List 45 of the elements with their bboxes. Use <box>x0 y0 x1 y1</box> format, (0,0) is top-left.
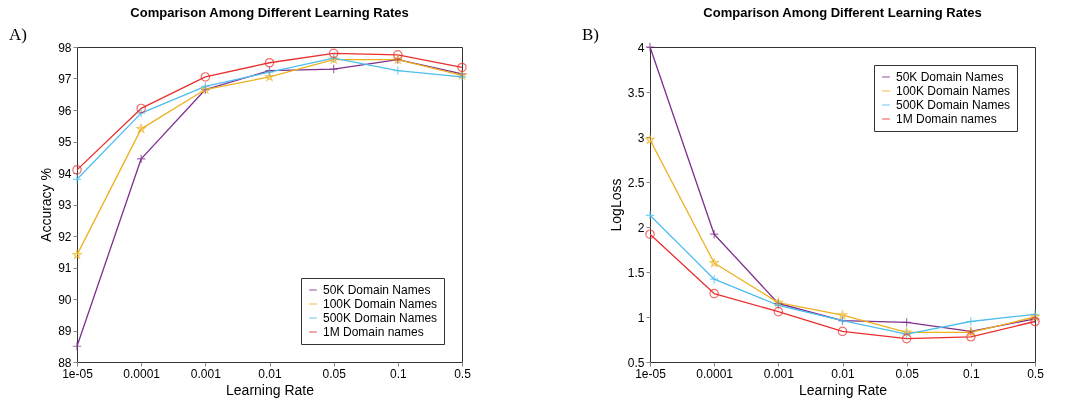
x-tick-label: 0.05 <box>895 366 920 381</box>
x-tick-label: 0.001 <box>190 366 222 381</box>
legend-label: 1M Domain names <box>323 325 424 339</box>
y-tick-label: 1.5 <box>627 265 645 280</box>
x-tick-label: 0.0001 <box>123 366 161 381</box>
x-tick-label: 0.1 <box>389 366 407 381</box>
y-tick-label: 2 <box>637 220 645 235</box>
legend-label: 500K Domain Names <box>323 311 438 325</box>
x-tick-label: 0.01 <box>258 366 282 381</box>
legend-label: 100K Domain Names <box>323 297 438 311</box>
x-axis-title: Learning Rate <box>226 381 315 398</box>
legend-label: 50K Domain Names <box>323 283 431 297</box>
y-tick-label: 94 <box>58 166 72 181</box>
y-axis-title: Accuracy % <box>38 168 55 242</box>
y-tick-label: 92 <box>58 229 72 244</box>
y-tick-label: 97 <box>58 72 72 86</box>
chart-title: Comparison Among Different Learning Rates <box>703 5 982 20</box>
x-tick-label: 0.001 <box>763 366 795 381</box>
x-tick-label: 0.05 <box>322 366 347 381</box>
x-tick-label: 0.1 <box>962 366 980 381</box>
text: B) <box>582 25 599 44</box>
legend-label: 100K Domain Names <box>896 84 1011 98</box>
y-tick-label: 3 <box>637 130 645 145</box>
y-tick-label: 93 <box>58 198 72 212</box>
y-tick-label: 4 <box>637 40 645 55</box>
y-tick-label: 1 <box>637 310 645 325</box>
y-tick-label: 89 <box>58 324 72 338</box>
legend-label: 500K Domain Names <box>896 98 1011 112</box>
y-tick-label: 91 <box>58 261 72 275</box>
y-tick-label: 96 <box>58 103 72 118</box>
legend-label: 50K Domain Names <box>896 70 1004 84</box>
y-tick-label: 3.5 <box>627 85 645 100</box>
legend-label: 1M Domain names <box>896 112 997 126</box>
x-tick-label: 0.5 <box>454 366 472 381</box>
y-tick-label: 2.5 <box>627 175 645 190</box>
y-tick-label: 90 <box>58 292 72 307</box>
text: A) <box>9 25 27 44</box>
x-tick-label: 0.5 <box>1027 366 1045 381</box>
y-tick-label: 95 <box>58 135 72 149</box>
x-tick-label: 0.01 <box>831 366 855 381</box>
x-tick-label: 0.0001 <box>696 366 734 381</box>
y-axis-title: LogLoss <box>607 178 624 232</box>
y-tick-label: 98 <box>58 40 72 55</box>
x-axis-title: Learning Rate <box>799 381 888 398</box>
chart-title: Comparison Among Different Learning Rates <box>130 5 409 20</box>
